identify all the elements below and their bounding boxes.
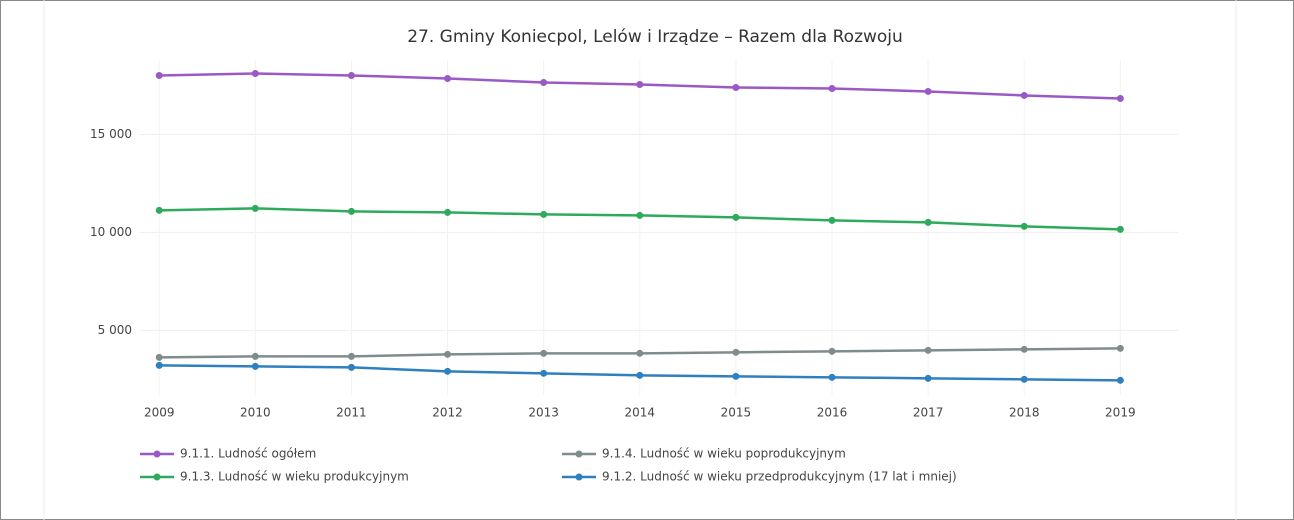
data-point xyxy=(155,353,163,361)
x-tick-label: 2016 xyxy=(817,406,848,420)
data-point xyxy=(444,350,452,358)
data-point xyxy=(732,348,740,356)
data-point xyxy=(1116,376,1124,384)
data-point xyxy=(636,349,644,357)
data-point xyxy=(1116,94,1124,102)
y-tick-label: 10 000 xyxy=(90,225,132,239)
data-point xyxy=(636,371,644,379)
data-point xyxy=(347,207,355,215)
data-point xyxy=(732,83,740,91)
data-point xyxy=(924,87,932,95)
data-point xyxy=(251,352,259,360)
x-tick-label: 2009 xyxy=(144,406,175,420)
data-point xyxy=(732,213,740,221)
data-point xyxy=(347,352,355,360)
data-point xyxy=(1020,222,1028,230)
x-tick-label: 2017 xyxy=(913,406,944,420)
data-point xyxy=(636,211,644,219)
data-point xyxy=(828,216,836,224)
data-point xyxy=(540,78,548,86)
data-point xyxy=(828,84,836,92)
data-point xyxy=(540,369,548,377)
x-tick-label: 2010 xyxy=(240,406,271,420)
x-tick-label: 2011 xyxy=(336,406,367,420)
data-point xyxy=(924,218,932,226)
x-tick-label: 2014 xyxy=(625,406,656,420)
x-tick-label: 2013 xyxy=(528,406,559,420)
legend-label: 9.1.2. Ludność w wieku przedprodukcyjnym… xyxy=(602,470,957,484)
data-point xyxy=(540,210,548,218)
x-tick-label: 2018 xyxy=(1009,406,1040,420)
x-tick-label: 2012 xyxy=(432,406,463,420)
data-point xyxy=(828,373,836,381)
data-point xyxy=(1116,225,1124,233)
data-point xyxy=(636,80,644,88)
data-point xyxy=(444,208,452,216)
legend-swatch-dot xyxy=(575,450,583,458)
data-point xyxy=(924,374,932,382)
data-point xyxy=(347,363,355,371)
x-tick-label: 2019 xyxy=(1105,406,1136,420)
legend-label: 9.1.4. Ludność w wieku poprodukcyjnym xyxy=(602,447,846,461)
data-point xyxy=(1020,345,1028,353)
data-point xyxy=(1116,344,1124,352)
legend-swatch-dot xyxy=(153,450,161,458)
data-point xyxy=(444,367,452,375)
legend-label: 9.1.1. Ludność ogółem xyxy=(180,447,316,461)
x-tick-label: 2015 xyxy=(721,406,752,420)
data-point xyxy=(347,71,355,79)
data-point xyxy=(251,69,259,77)
data-point xyxy=(251,204,259,212)
data-point xyxy=(155,361,163,369)
y-tick-label: 5 000 xyxy=(98,323,132,337)
data-point xyxy=(828,347,836,355)
y-tick-label: 15 000 xyxy=(90,127,132,141)
legend-swatch-dot xyxy=(575,473,583,481)
data-point xyxy=(1020,375,1028,383)
data-point xyxy=(732,372,740,380)
data-point xyxy=(155,206,163,214)
data-point xyxy=(924,346,932,354)
data-point xyxy=(155,71,163,79)
data-point xyxy=(251,362,259,370)
legend-label: 9.1.3. Ludność w wieku produkcyjnym xyxy=(180,470,409,484)
data-point xyxy=(444,74,452,82)
data-point xyxy=(1020,91,1028,99)
chart-title: 27. Gminy Koniecpol, Lelów i Irządze – R… xyxy=(407,27,903,47)
data-point xyxy=(540,349,548,357)
legend-swatch-dot xyxy=(153,473,161,481)
